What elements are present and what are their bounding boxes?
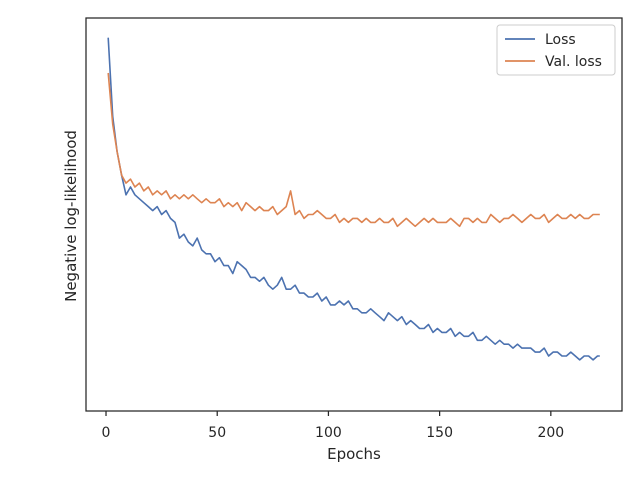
plot-frame — [85, 17, 623, 412]
x-tick-label: 150 — [426, 425, 453, 441]
plot-lines — [107, 37, 600, 361]
x-tick-label: 100 — [315, 425, 342, 441]
x-axis-label: Epochs — [327, 445, 381, 463]
x-tick-label: 200 — [537, 425, 564, 441]
y-axis-label: Negative log-likelihood — [62, 130, 80, 302]
x-tick-label: 0 — [102, 425, 111, 441]
series-line-loss — [107, 37, 600, 361]
legend: Loss Val. loss — [496, 24, 616, 76]
x-tick-label: 50 — [208, 425, 226, 441]
legend-box — [496, 24, 616, 76]
legend-label-val-loss: Val. loss — [545, 54, 602, 70]
series-line-val-loss — [107, 72, 600, 228]
legend-label-loss: Loss — [545, 32, 576, 48]
x-axis-ticks: 0 50 100 150 200 — [102, 411, 564, 441]
